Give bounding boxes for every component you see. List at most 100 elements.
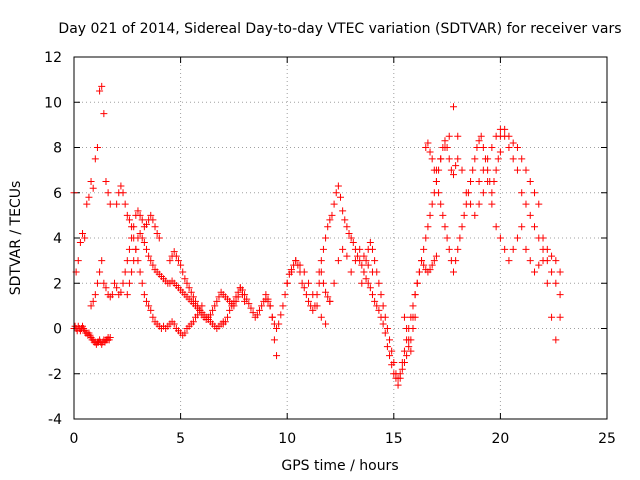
data-point (426, 266, 434, 274)
data-point (273, 352, 281, 360)
data-point (255, 306, 263, 314)
data-point (79, 229, 87, 237)
data-point (322, 320, 330, 328)
data-point (400, 347, 408, 355)
data-point (179, 268, 187, 276)
data-point (324, 223, 332, 231)
data-point (149, 216, 157, 224)
data-point (479, 189, 487, 197)
data-point (322, 288, 330, 296)
data-point (471, 211, 479, 219)
data-point (264, 295, 272, 303)
data-point (132, 245, 140, 253)
data-point (494, 155, 502, 163)
data-point (381, 313, 389, 321)
data-point (117, 182, 125, 190)
data-point (548, 313, 556, 321)
data-point (452, 257, 460, 265)
data-point (505, 257, 513, 265)
data-point (526, 211, 534, 219)
data-point (145, 252, 153, 260)
data-point (253, 311, 261, 319)
data-point (418, 257, 426, 265)
data-point (166, 257, 174, 265)
data-point (91, 155, 99, 163)
x-tick-label: 0 (70, 431, 79, 447)
data-point (362, 257, 370, 265)
data-point (300, 284, 308, 292)
data-point (422, 144, 430, 151)
data-point (518, 223, 526, 231)
data-point (89, 297, 97, 305)
data-point (543, 279, 551, 287)
data-point (400, 313, 408, 321)
data-point (209, 306, 217, 314)
axis-ticks: 0 5 10 15 20 25 -4 -2 0 2 4 6 8 10 12 (44, 50, 616, 447)
data-point (196, 306, 204, 314)
data-point (147, 257, 155, 265)
data-point (386, 352, 394, 360)
data-point (435, 189, 443, 197)
chart-title: Day 021 of 2014, Sidereal Day-to-day VTE… (58, 21, 621, 37)
data-point (552, 336, 560, 344)
data-point (305, 279, 313, 287)
data-point (287, 268, 295, 276)
data-point (432, 177, 440, 185)
data-point (189, 318, 197, 326)
data-point (151, 223, 159, 231)
data-point (368, 291, 376, 299)
y-tick-label: -4 (48, 412, 62, 428)
data-point (328, 211, 336, 219)
data-point (454, 132, 462, 140)
data-point (292, 257, 300, 265)
data-point (343, 223, 351, 231)
data-point (467, 177, 475, 185)
data-point (93, 279, 101, 287)
data-point (428, 200, 436, 208)
data-point (268, 313, 276, 321)
data-point (123, 211, 131, 219)
data-point (381, 329, 389, 337)
data-point (394, 381, 402, 389)
data-point (194, 302, 202, 310)
data-point (467, 200, 475, 208)
data-point (332, 189, 340, 197)
data-point (420, 245, 428, 253)
data-point (509, 139, 517, 147)
data-point (309, 291, 317, 299)
data-point (469, 166, 477, 174)
data-point (454, 155, 462, 163)
data-point (556, 268, 564, 276)
data-point (405, 336, 413, 344)
data-point (138, 279, 146, 287)
data-point (522, 245, 530, 253)
data-point (104, 189, 112, 197)
data-point (484, 177, 492, 185)
data-point (432, 166, 440, 174)
data-point (488, 144, 496, 151)
data-point (140, 239, 148, 247)
data-point (76, 239, 84, 247)
data-point (125, 245, 133, 253)
data-point (460, 211, 468, 219)
data-point (147, 306, 155, 314)
data-point (377, 291, 385, 299)
data-point (123, 291, 131, 299)
data-point (170, 320, 178, 328)
data-point (373, 302, 381, 310)
data-point (351, 245, 359, 253)
data-point (330, 200, 338, 208)
data-point (181, 329, 189, 337)
data-point (452, 162, 460, 170)
data-point (258, 302, 266, 310)
data-point (439, 211, 447, 219)
data-point (221, 318, 229, 326)
data-point (449, 171, 457, 179)
data-point (315, 268, 323, 276)
data-point (526, 177, 534, 185)
data-point (535, 261, 543, 269)
data-point (232, 293, 240, 301)
data-point (298, 279, 306, 287)
data-point (449, 103, 457, 111)
data-point (226, 306, 234, 314)
